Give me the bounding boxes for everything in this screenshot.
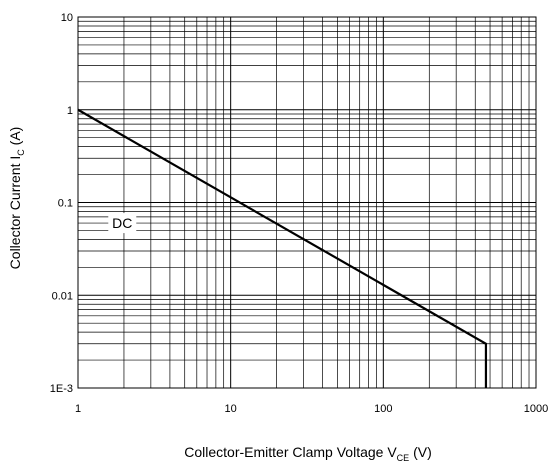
- y-axis-label: Collector Current IC (A): [7, 127, 26, 270]
- x-axis-label-main: Collector-Emitter Clamp Voltage V: [184, 444, 397, 460]
- plot-frame: [77, 16, 537, 389]
- y-tick-label: 0.01: [52, 290, 73, 302]
- y-tick-label: 0.1: [58, 198, 73, 210]
- x-tick-label: 10: [225, 403, 237, 415]
- y-tick-label: 1E-3: [50, 383, 73, 395]
- series-line-0: [77, 108, 488, 388]
- x-axis-label-subscript: CE: [397, 453, 410, 463]
- grid: [78, 17, 536, 388]
- y-tick-label: 1: [67, 105, 73, 117]
- y-axis-label-main: Collector Current I: [7, 156, 23, 270]
- x-tick-label: 100: [374, 403, 392, 415]
- annotation-layer: DC: [108, 213, 137, 234]
- x-tick-label: 1: [75, 403, 81, 415]
- annotation-background: [108, 213, 137, 234]
- series-layer: [77, 108, 488, 388]
- x-tick-label: 1000: [524, 403, 548, 415]
- annotation-dc-label: DC: [112, 215, 132, 231]
- y-axis-label-suffix: (A): [7, 127, 23, 150]
- y-tick-label: 10: [61, 12, 73, 24]
- x-axis-label-suffix: (V): [409, 444, 432, 460]
- x-axis-label: Collector-Emitter Clamp Voltage VCE (V): [184, 444, 432, 463]
- tick-labels: 1 10 100 1000 1E-3 0.01 0.1 1 10: [50, 12, 548, 415]
- y-axis-label-subscript: C: [16, 149, 26, 156]
